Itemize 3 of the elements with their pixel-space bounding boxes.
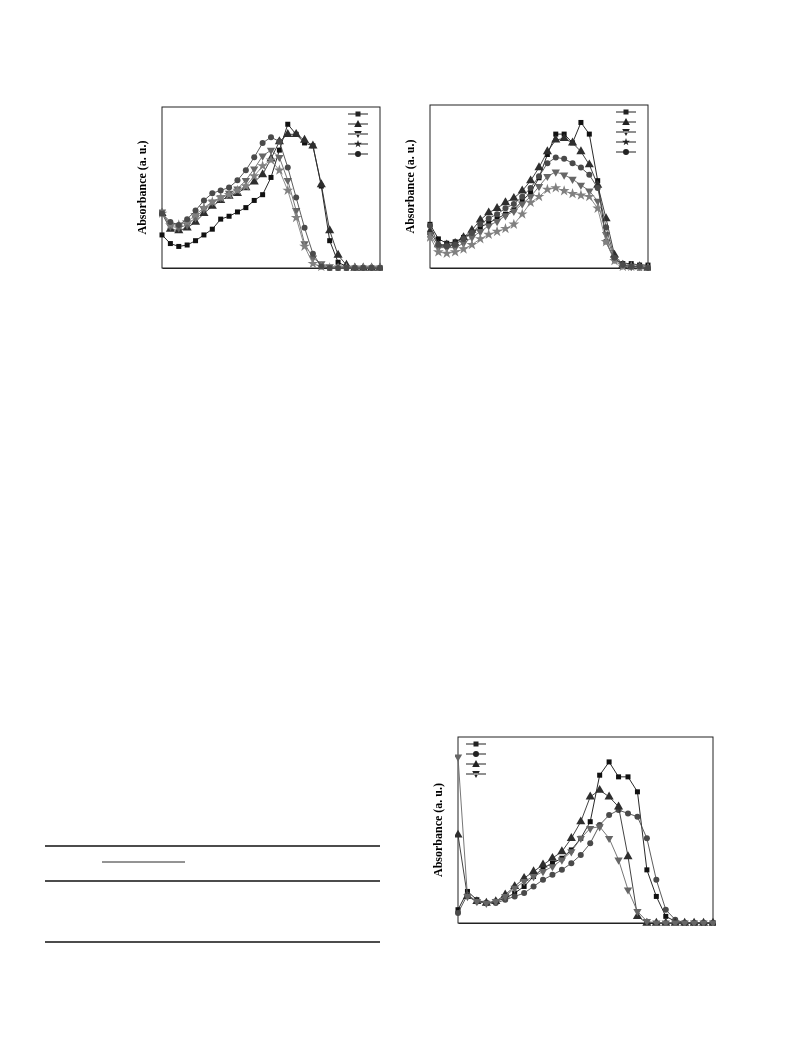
y-axis-title: Absorbance (a. u.): [431, 782, 445, 878]
y-axis-title: Absorbance (a. u.): [403, 139, 417, 234]
y-axis-title: Absorbance (a. u.): [135, 140, 149, 235]
